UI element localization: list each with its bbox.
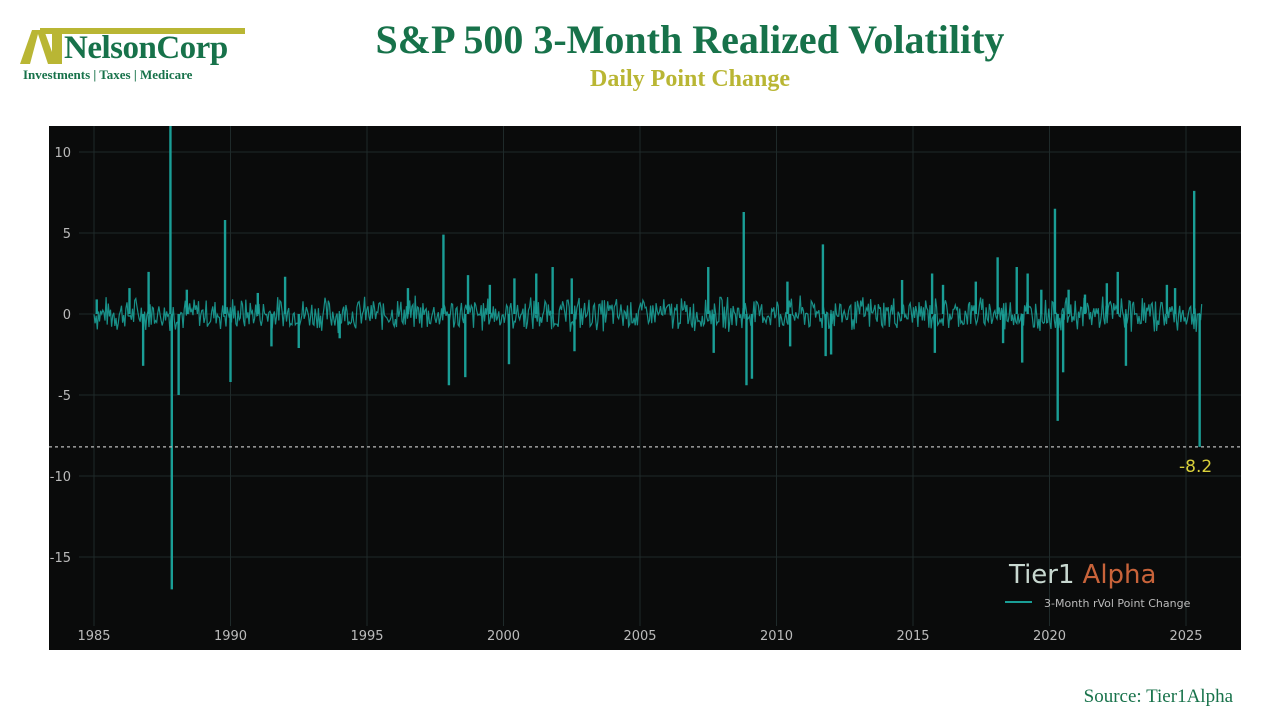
source-note: Source: Tier1Alpha — [1083, 686, 1233, 707]
chart-panel: 1985 1990 1995 2000 2005 2010 2015 2020 2025 10 5 0… — [49, 126, 1241, 650]
series-spikes — [95, 126, 1201, 590]
y-tick-label: 10 — [54, 146, 71, 161]
y-tick-label: 0 — [63, 308, 71, 323]
watermark-alpha: Alpha — [1083, 560, 1157, 590]
x-tick-label: 2015 — [896, 629, 929, 644]
x-tick-label: 1990 — [214, 629, 247, 644]
x-tick-label: 1985 — [77, 629, 110, 644]
y-tick-label: -10 — [50, 470, 71, 485]
x-tick-label: 2005 — [623, 629, 656, 644]
x-tick-label: 1995 — [350, 629, 383, 644]
x-tick-label: 2025 — [1169, 629, 1202, 644]
logo-name: NelsonCorp — [64, 30, 228, 66]
y-tick-label: -5 — [58, 389, 71, 404]
ticks: 1985 1990 1995 2000 2005 2010 2015 2020 2025 10 5 0… — [50, 146, 1203, 644]
watermark: Tier1 Alpha — [1008, 560, 1156, 590]
chart-subtitle: Daily Point Change — [589, 66, 790, 92]
y-tick-label: -15 — [50, 551, 71, 566]
x-tick-label: 2010 — [760, 629, 793, 644]
logo-n-mark-icon — [20, 30, 62, 64]
chart-svg: 1985 1990 1995 2000 2005 2010 2015 2020 2025 10 5 0… — [49, 126, 1241, 644]
legend-label: 3-Month rVol Point Change — [1044, 597, 1191, 610]
chart-title: S&P 500 3-Month Realized Volatility — [375, 17, 1005, 62]
reference-label: -8.2 — [1179, 457, 1212, 477]
x-tick-label: 2020 — [1033, 629, 1066, 644]
logo-tagline: Investments | Taxes | Medicare — [23, 67, 193, 82]
watermark-tier1: Tier1 — [1008, 560, 1075, 590]
y-tick-label: 5 — [63, 227, 71, 242]
series-noise-line — [93, 295, 1203, 334]
logo-bar — [40, 28, 245, 34]
nelsoncorp-logo: NelsonCorp Investments | Taxes | Medicar… — [18, 24, 245, 86]
grid — [79, 126, 1241, 626]
x-tick-label: 2000 — [487, 629, 520, 644]
